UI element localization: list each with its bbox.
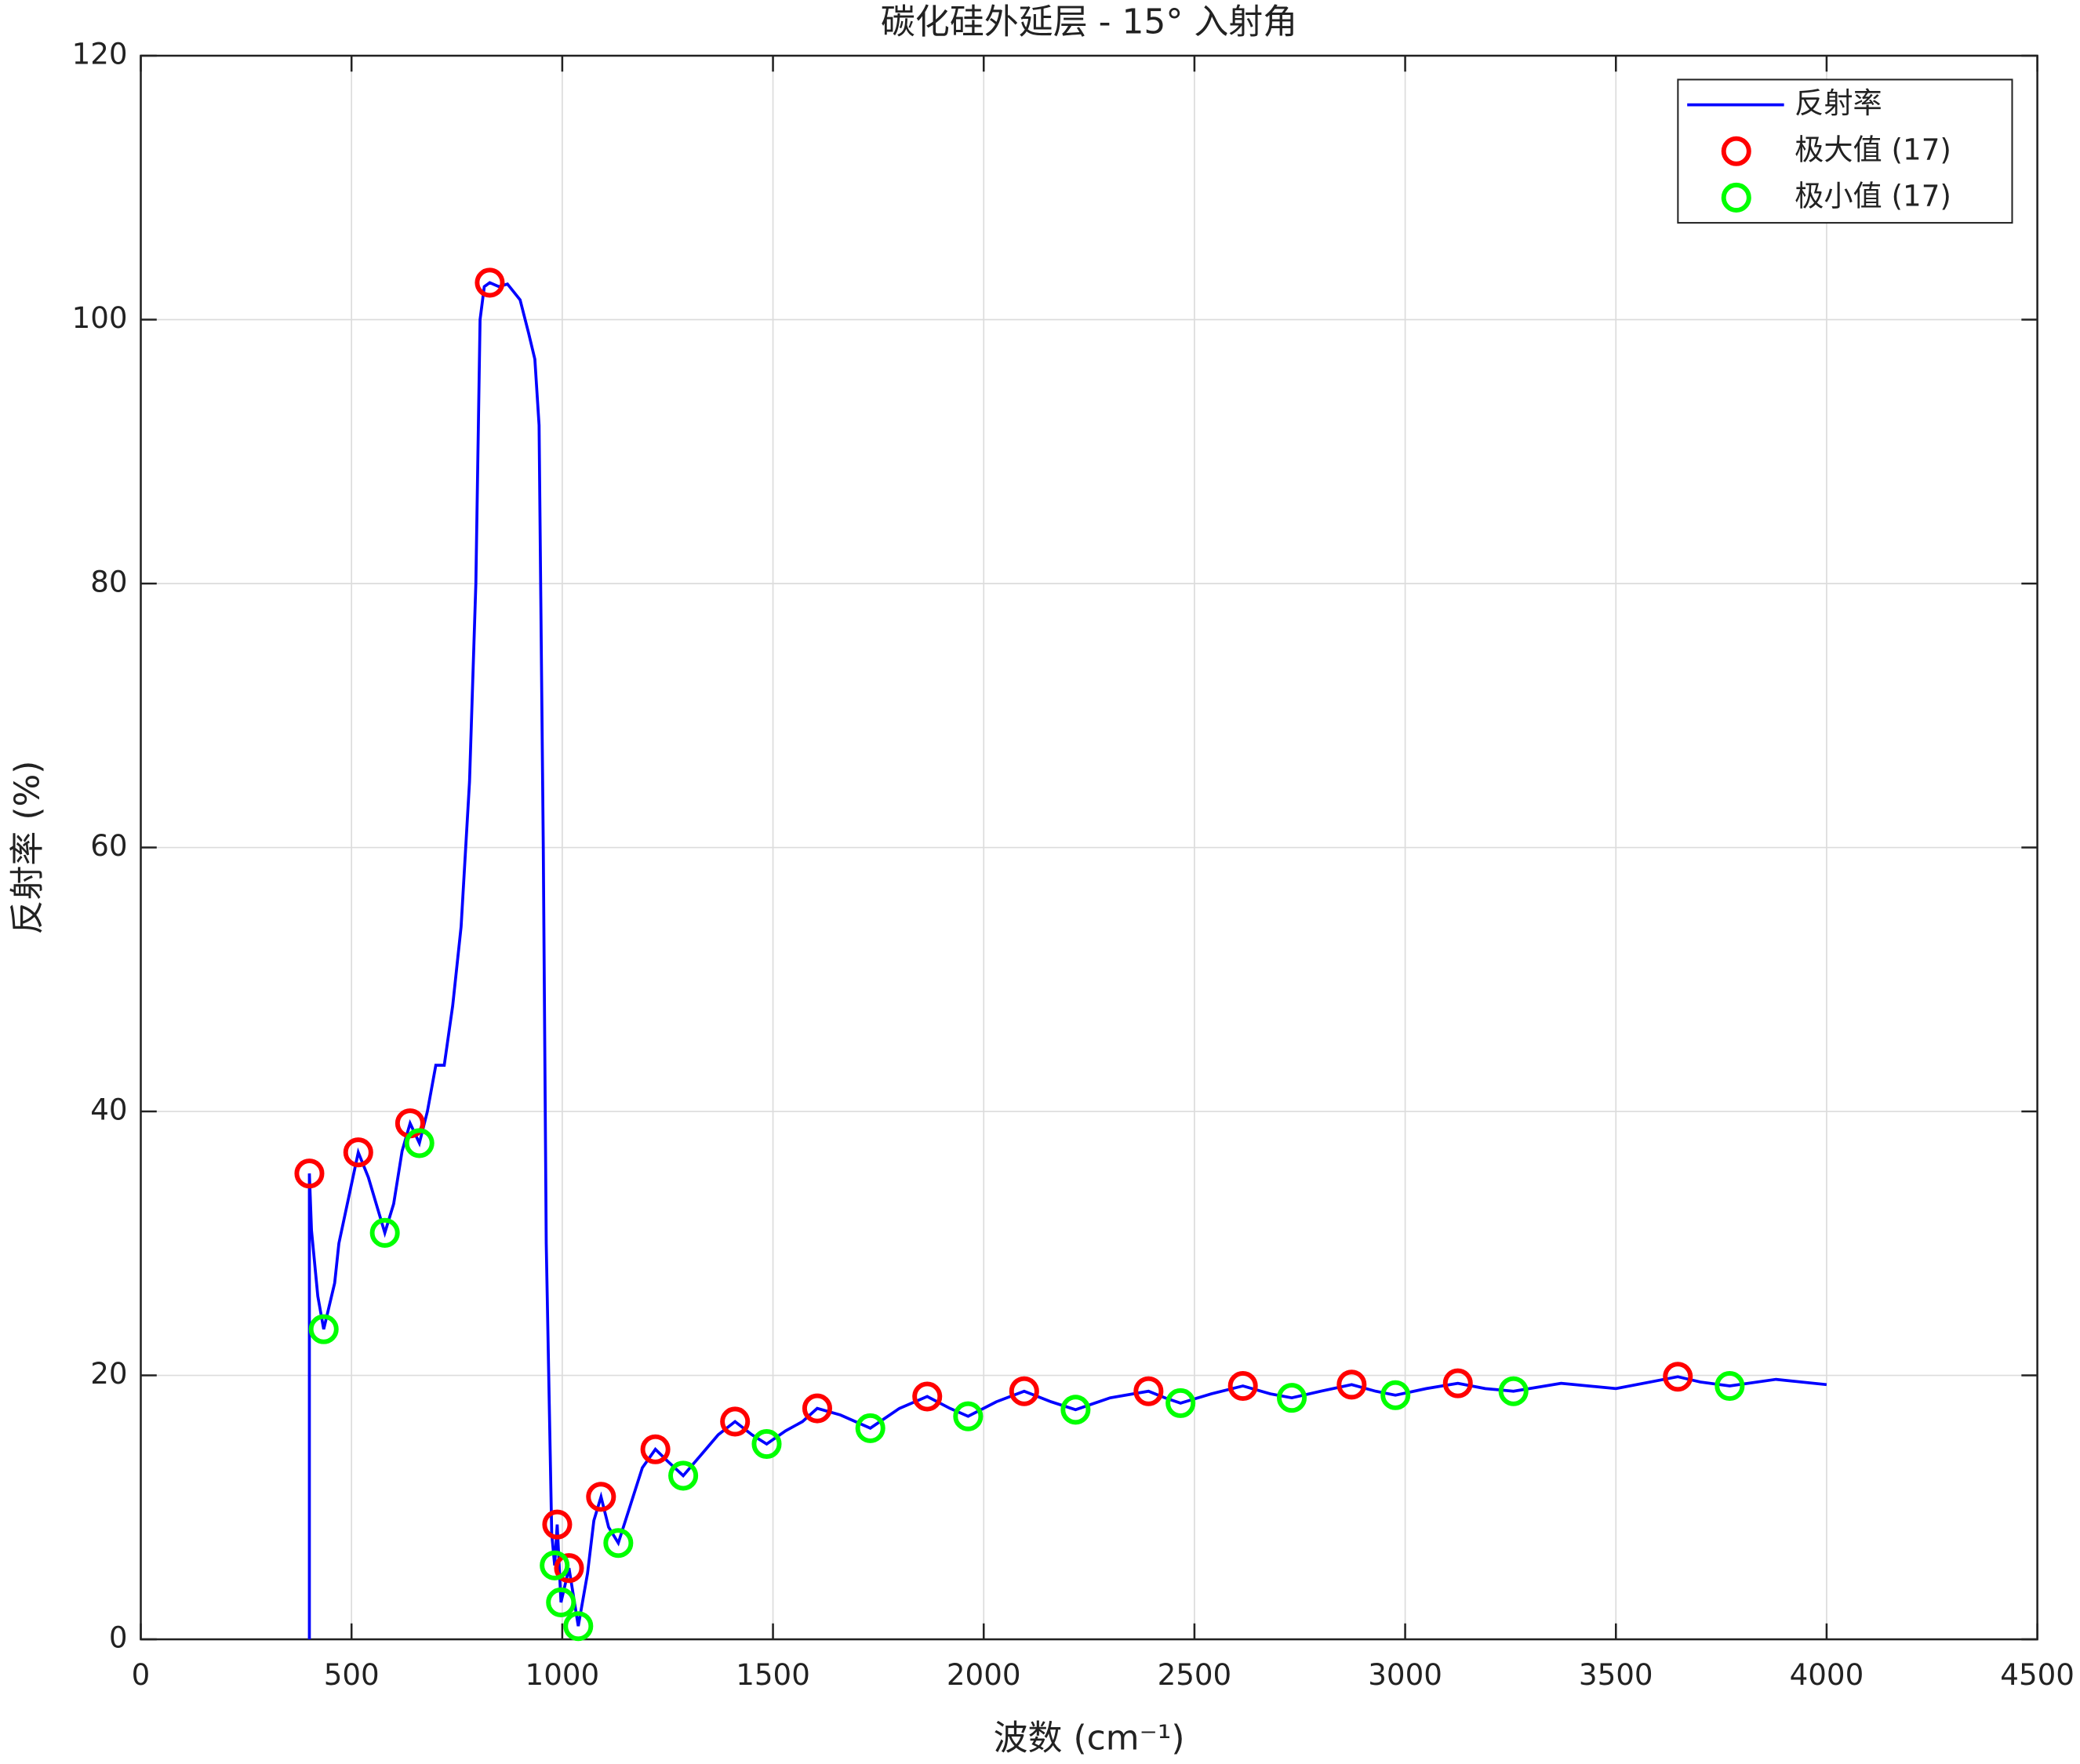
data-marker bbox=[751, 1429, 782, 1460]
x-tick-label: 4000 bbox=[1790, 1657, 1864, 1692]
data-marker bbox=[1133, 1376, 1164, 1406]
data-marker bbox=[1336, 1369, 1367, 1400]
data-marker bbox=[1663, 1362, 1693, 1392]
x-tick-label: 1500 bbox=[736, 1657, 810, 1692]
data-marker bbox=[1715, 1370, 1745, 1402]
x-axis-label: 波数 (cm⁻¹) bbox=[994, 1719, 1185, 1759]
data-marker bbox=[563, 1611, 594, 1642]
y-tick-label: 60 bbox=[90, 828, 127, 863]
data-marker bbox=[802, 1393, 832, 1424]
data-marker bbox=[668, 1460, 699, 1491]
y-axis-label: 反射率 (%) bbox=[7, 761, 47, 935]
y-tick-label: 120 bbox=[72, 37, 128, 71]
x-tick-label: 2500 bbox=[1158, 1657, 1232, 1692]
x-tick-label: 1000 bbox=[525, 1657, 600, 1692]
data-marker bbox=[912, 1381, 943, 1412]
data-marker bbox=[294, 1158, 325, 1189]
data-marker bbox=[554, 1553, 584, 1584]
data-marker bbox=[1277, 1383, 1307, 1413]
data-marker bbox=[603, 1528, 634, 1559]
y-tick-label: 80 bbox=[90, 565, 127, 599]
x-tick-label: 500 bbox=[324, 1657, 380, 1692]
data-marker bbox=[343, 1137, 373, 1168]
data-marker bbox=[1165, 1388, 1196, 1418]
x-tick-label: 3500 bbox=[1579, 1657, 1653, 1692]
legend-label: 反射率 bbox=[1795, 85, 1882, 120]
chart-title: 碳化硅外延层 - 15° 入射角 bbox=[881, 2, 1297, 42]
plot-frame bbox=[140, 54, 2038, 1641]
data-line bbox=[307, 281, 1827, 1640]
data-marker bbox=[546, 1587, 576, 1617]
legend-swatch bbox=[1721, 136, 1751, 166]
data-marker bbox=[542, 1509, 573, 1540]
legend-label: 极小值 (17) bbox=[1795, 178, 1951, 213]
data-marker bbox=[540, 1550, 570, 1580]
data-marker bbox=[586, 1482, 616, 1512]
data-marker bbox=[1227, 1370, 1258, 1402]
x-tick-label: 4500 bbox=[2000, 1657, 2075, 1692]
data-marker bbox=[1498, 1376, 1529, 1406]
x-tick-label: 2000 bbox=[947, 1657, 1021, 1692]
data-marker bbox=[404, 1128, 435, 1158]
legend-label: 极大值 (17) bbox=[1795, 132, 1951, 166]
data-marker bbox=[640, 1434, 671, 1464]
y-tick-label: 0 bbox=[109, 1620, 128, 1655]
data-marker bbox=[369, 1217, 400, 1248]
data-marker bbox=[1380, 1380, 1411, 1410]
data-marker bbox=[475, 267, 505, 298]
data-marker bbox=[720, 1406, 751, 1437]
x-tick-label: 3000 bbox=[1368, 1657, 1442, 1692]
data-marker bbox=[1009, 1376, 1039, 1406]
legend-swatch bbox=[1721, 182, 1751, 213]
y-tick-label: 100 bbox=[72, 300, 128, 335]
data-marker bbox=[1442, 1368, 1473, 1398]
data-marker bbox=[855, 1413, 885, 1443]
data-marker bbox=[1060, 1395, 1091, 1425]
y-tick-label: 40 bbox=[90, 1093, 127, 1127]
data-marker bbox=[308, 1314, 339, 1344]
data-marker bbox=[953, 1401, 984, 1431]
y-tick-label: 20 bbox=[90, 1356, 127, 1391]
x-tick-label: 0 bbox=[132, 1657, 151, 1692]
